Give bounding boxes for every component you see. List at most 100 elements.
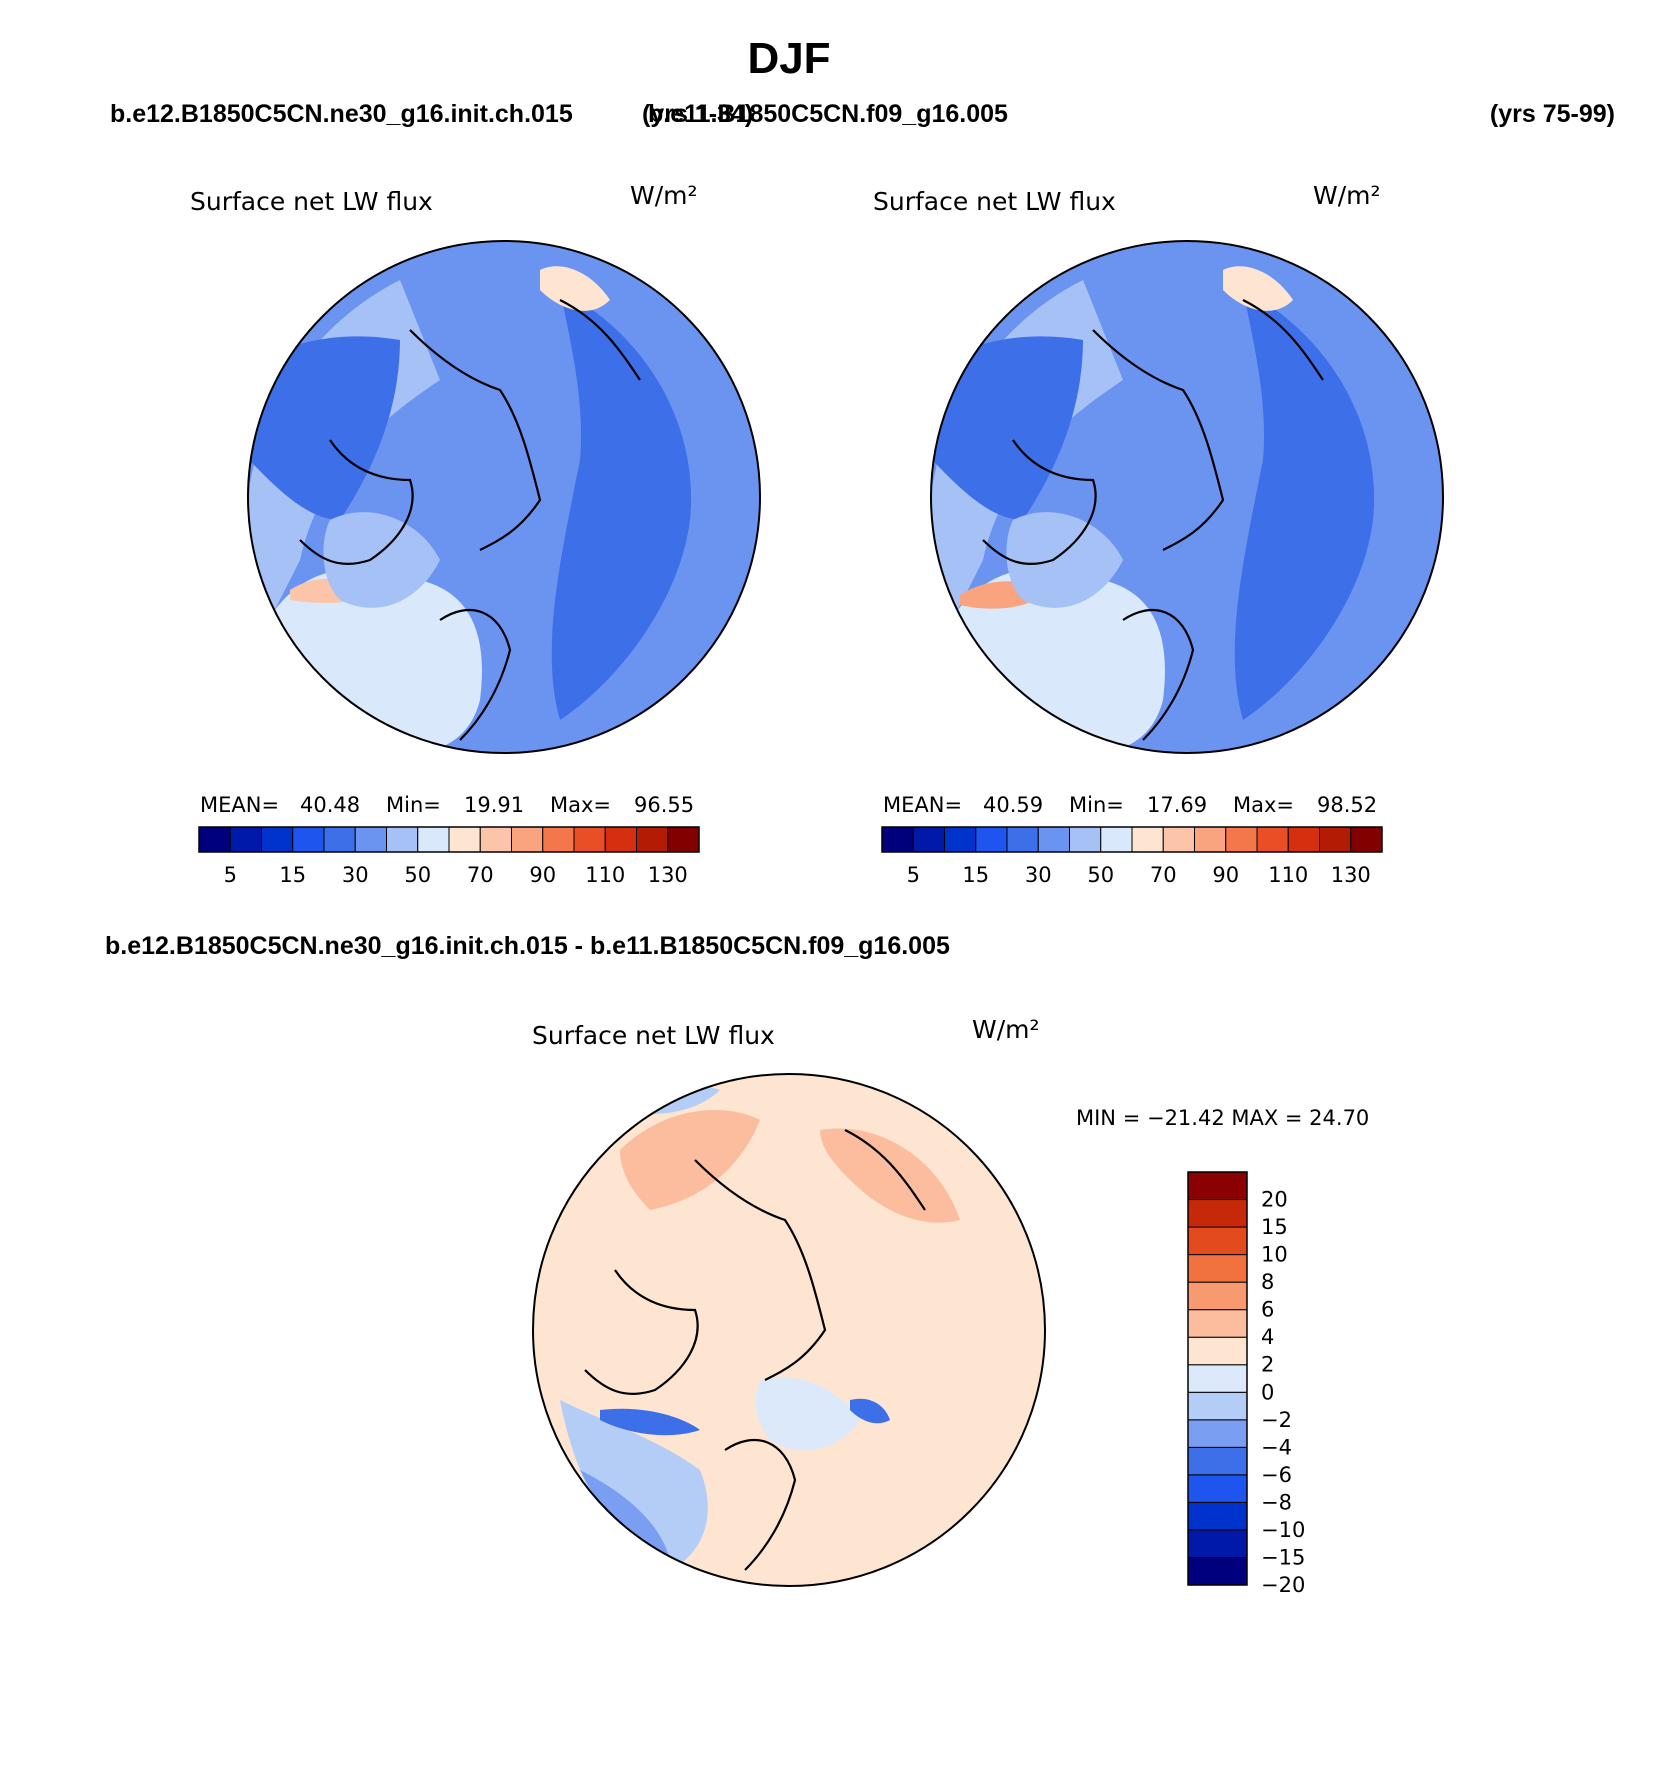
colorbar-tick-label: −6 [1261,1463,1292,1487]
colorbar-swatch [1006,826,1039,853]
colorbar-tick-label: 6 [1261,1298,1274,1322]
colorbar-swatch [386,826,419,853]
panel-model-left: Surface net LW flux W/m² MEAN= 40.48 Min… [190,181,761,887]
colorbar-tick-label: 20 [1261,1188,1288,1212]
colorbar-tick-label: 130 [1331,863,1371,887]
colorbar-swatch [511,826,544,853]
stat-min-label: Min= [1069,793,1124,817]
stat-max-value: 98.52 [1317,793,1377,817]
panel-title: Surface net LW flux [532,1021,775,1050]
field-region-siberia [1234,290,1375,720]
main-title: DJF [747,34,830,83]
stat-max-label: Max= [1233,793,1294,817]
colorbar-swatch [1187,1529,1248,1558]
header-left-years: (yrs 1-34) [642,100,753,128]
colorbar-swatch [261,826,294,853]
panel-difference: Surface net LW flux W/m² MIN = −21.42 MA… [532,1015,1369,1597]
stat-mean-value: 40.59 [983,793,1043,817]
colorbar-swatch [1187,1474,1248,1503]
field-region-greenland [1006,512,1123,608]
panel-title: Surface net LW flux [873,187,1116,216]
coastline [982,299,1324,741]
colorbar-swatch [354,826,387,853]
stat-max-value: 96.55 [634,793,694,817]
field-region-neg [755,1377,860,1451]
colorbar-swatch [1187,1446,1248,1476]
panel-title: Surface net LW flux [190,187,433,216]
field-region-pos [620,1110,760,1210]
colorbar-tick-label: 4 [1261,1325,1274,1349]
colorbar-frame [881,826,1383,853]
colorbar-swatch [1069,826,1102,853]
colorbar-swatch [292,826,325,853]
panel-units: W/m² [972,1015,1040,1044]
colorbar-swatch [1187,1199,1248,1228]
colorbar-frame [1187,1171,1248,1586]
field-region-greenland [323,512,440,608]
polar-map [248,241,760,753]
field-region-atlantic [262,568,482,753]
polar-map [931,241,1443,753]
stat-minmax: MIN = −21.42 MAX = 24.70 [1076,1106,1369,1130]
colorbar-swatch [1131,826,1164,853]
colorbar-swatch [881,826,914,853]
colorbar-swatch [448,826,481,853]
field-region-neg [850,1398,890,1424]
field-region-siberia [551,290,692,720]
colorbar-swatch [1187,1556,1248,1586]
field-region-neg [560,1400,708,1575]
colorbar: 5 15 30 50 70 90 110 130 [881,826,1383,887]
colorbar-swatch [1187,1501,1248,1531]
field-region-atlantic [945,568,1165,753]
panel-model-right: Surface net LW flux W/m² MEAN= 40.59 Min… [873,181,1444,887]
colorbar-swatch [1187,1254,1248,1283]
colorbar-tick-label: 50 [404,863,431,887]
colorbar-swatch [1187,1419,1248,1448]
colorbar-tick-label: 15 [279,863,306,887]
coastline [299,299,641,741]
colorbar-swatch [573,826,606,853]
colorbar-swatch [542,826,575,853]
colorbar-tick-label: 130 [648,863,688,887]
colorbar-swatch [479,826,512,853]
stat-mean-value: 40.48 [300,793,360,817]
colorbar-tick-label: 5 [224,863,237,887]
colorbar-tick-label: 30 [342,863,369,887]
diff-header: b.e12.B1850C5CN.ne30_g16.init.ch.015 - b… [105,932,950,960]
colorbar-swatch [1187,1391,1248,1421]
colorbar-tick-label: 30 [1025,863,1052,887]
field-region-neg [600,1408,700,1436]
stat-mean-label: MEAN= [200,793,279,817]
colorbar: 5 15 30 50 70 90 110 130 [198,826,700,887]
colorbar-tick-label: 90 [529,863,556,887]
colorbar-swatch [1187,1364,1248,1393]
colorbar-tick-label: 15 [962,863,989,887]
header-left-case: b.e12.B1850C5CN.ne30_g16.init.ch.015 [110,100,573,128]
colorbar-tick-label: −15 [1261,1545,1305,1569]
colorbar-tick-label: 70 [467,863,494,887]
field-region-pacific [1223,266,1293,311]
colorbar-swatch [1194,826,1227,853]
coastline [584,1129,926,1571]
colorbar-tick-label: 15 [1261,1215,1288,1239]
colorbar-swatch [417,826,450,853]
colorbar-swatch [975,826,1008,853]
colorbar-swatch [1187,1281,1248,1311]
colorbar-swatch [912,826,945,853]
colorbar-swatch [1256,826,1289,853]
colorbar-swatch [667,826,700,853]
field-region-pacific [540,266,610,311]
colorbar-swatch [1350,826,1383,853]
colorbar-swatch [1187,1171,1248,1201]
header-right-years: (yrs 75-99) [1490,100,1615,128]
colorbar-tick-label: 90 [1212,863,1239,887]
colorbar-swatch [1187,1226,1248,1256]
colorbar-tick-label: 10 [1261,1243,1288,1267]
colorbar-tick-label: 5 [907,863,920,887]
panel-units: W/m² [1313,181,1381,210]
colorbar-tick-label: −8 [1261,1490,1292,1514]
colorbar-swatch [1225,826,1258,853]
colorbar-swatch [1162,826,1195,853]
